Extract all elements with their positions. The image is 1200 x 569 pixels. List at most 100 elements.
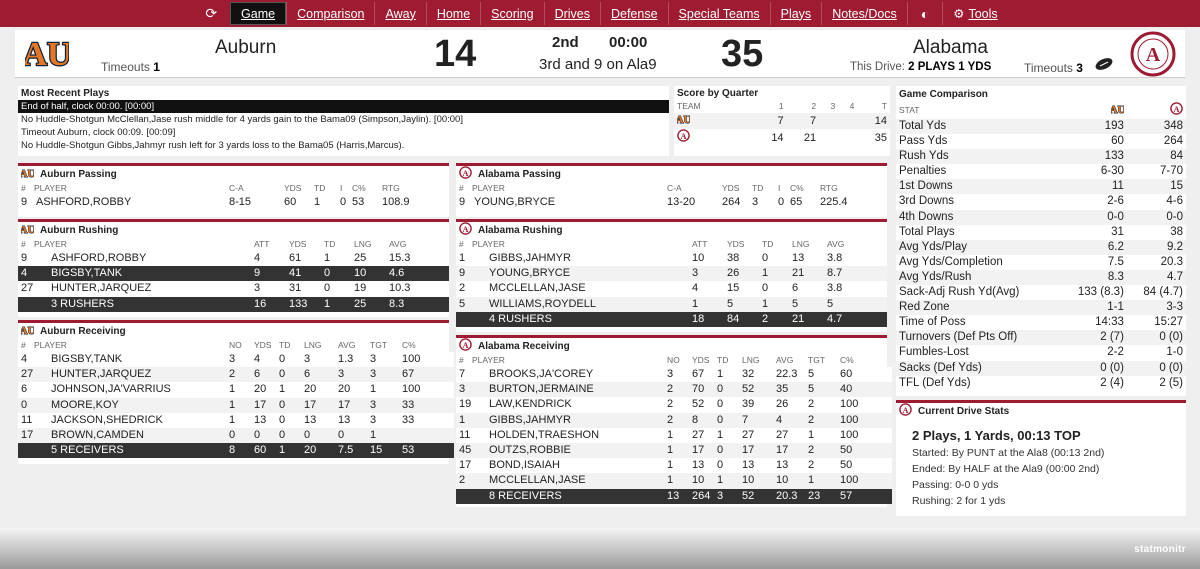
nav-drives[interactable]: Drives <box>543 2 600 25</box>
player-row[interactable]: 4 BIGSBY,TANK 3 4 0 3 1.3 3 100 <box>18 352 454 368</box>
gc-cell: Penalties <box>896 164 1060 180</box>
stat-cell: 3 <box>251 281 286 297</box>
player-name: OUTZS,ROBBIE <box>469 443 664 459</box>
nav-refresh-icon[interactable]: ⟳ <box>192 2 230 25</box>
al-receiving-title: A Alabama Receiving <box>456 338 887 354</box>
stat-header: # PLAYER ATT YDS TD LNG AVG <box>18 238 449 251</box>
player-row[interactable]: 0 MOORE,KOY 1 17 0 17 17 3 33 <box>18 397 454 413</box>
total-label: 8 RECEIVERS <box>469 488 664 504</box>
header-cell: LNG <box>742 355 760 365</box>
svg-text:AU: AU <box>677 114 690 124</box>
player-row[interactable]: 19 LAW,KENDRICK 2 52 0 39 26 2 100 <box>456 397 892 413</box>
stat-cell: 11 <box>456 427 470 444</box>
stat-cell: 5 <box>456 296 469 312</box>
total-cell: 13 <box>664 488 689 504</box>
player-row[interactable]: 2 MCCLELLAN,JASE 1 10 1 10 10 1 100 <box>456 473 892 489</box>
play-line[interactable]: Timeout Auburn, clock 00:09. [00:09] <box>21 127 176 138</box>
svg-text:A: A <box>1173 105 1179 114</box>
player-row[interactable]: 9 ASHFORD,ROBBY 8-15 60 1 0 53 108.9 <box>18 195 449 211</box>
player-row[interactable]: 7 BROOKS,JA'COREY 3 67 1 32 22.3 5 60 <box>456 367 892 383</box>
nav-label: Game <box>241 6 276 21</box>
nav-special-teams[interactable]: Special Teams <box>667 2 770 25</box>
gc-cell: Turnovers (Def Pts Off) <box>896 330 1060 346</box>
play-line[interactable]: No Huddle-Shotgun Gibbs,Jahmyr rush left… <box>21 140 405 151</box>
svg-text:A: A <box>462 225 468 234</box>
player-row[interactable]: 4 BIGSBY,TANK 9 41 0 10 4.6 <box>18 266 449 282</box>
stat-cell: 0 <box>276 412 301 429</box>
gc-row: Turnovers (Def Pts Off) 2 (7) 0 (0) <box>896 330 1186 346</box>
gc-cell: Time of Poss <box>896 315 1060 331</box>
gc-cell: 4th Downs <box>896 209 1060 225</box>
player-row[interactable]: 27 HUNTER,JARQUEZ 3 31 0 19 10.3 <box>18 281 449 297</box>
stat-cell: 1 <box>226 397 251 413</box>
gc-row: 3rd Downs 2-6 4-6 <box>896 194 1186 210</box>
player-row[interactable]: 17 BROWN,CAMDEN 0 0 0 0 0 1 <box>18 428 454 444</box>
nav-gears-icon[interactable]: ⚙ Tools <box>942 2 1007 25</box>
gc-cell: Sack-Adj Rush Yd(Avg) <box>896 285 1060 301</box>
stat-cell: 100 <box>837 427 892 444</box>
stat-cell: 60 <box>281 195 311 211</box>
nav-contrast-icon[interactable]: ◐ <box>906 2 942 25</box>
panel-title: Alabama Passing <box>478 168 561 180</box>
stat-cell: 11 <box>18 412 32 429</box>
nav-comparison[interactable]: Comparison <box>286 2 374 25</box>
svg-text:A: A <box>902 406 908 415</box>
player-row[interactable]: 6 JOHNSON,JA'VARRIUS 1 20 1 20 20 1 100 <box>18 382 454 398</box>
gc-row: Avg Yds/Rush 8.3 4.7 <box>896 269 1186 286</box>
stat-cell: 1 <box>664 458 689 474</box>
gc-cell: 133 (8.3) <box>1059 285 1127 301</box>
player-row[interactable]: 9 ASHFORD,ROBBY 4 61 1 25 15.3 <box>18 251 449 267</box>
player-row[interactable]: 27 HUNTER,JARQUEZ 2 6 0 6 3 3 67 <box>18 367 454 383</box>
stat-cell: 1 <box>759 296 789 312</box>
player-row[interactable]: 1 GIBBS,JAHMYR 10 38 0 13 3.8 <box>456 251 887 267</box>
nav-game[interactable]: Game <box>230 2 287 25</box>
nav-scoring[interactable]: Scoring <box>480 2 543 25</box>
stat-cell: 0 <box>276 367 301 383</box>
gc-cell: 2 (4) <box>1059 375 1127 391</box>
sbq-cell: 21 <box>786 129 820 148</box>
player-name: MOORE,KOY <box>31 397 226 413</box>
gc-row: Rush Yds 133 84 <box>896 149 1186 165</box>
play-line[interactable]: No Huddle-Shotgun McClellan,Jase rush mi… <box>21 114 463 125</box>
stat-cell: 0 <box>714 443 739 459</box>
drive-value: 2 PLAYS 1 YDS <box>908 61 992 73</box>
player-row[interactable]: 11 JACKSON,SHEDRICK 1 13 0 13 13 3 33 <box>18 412 454 429</box>
alabama-rushing-panel: A Alabama Rushing # PLAYER ATT YDS TD LNG AVG 1 GI… <box>456 219 887 332</box>
footer: statmonitr <box>0 528 1200 569</box>
player-row[interactable]: 5 WILLIAMS,ROYDELL 1 5 1 5 5 <box>456 296 887 312</box>
stat-cell: 1 <box>367 428 399 444</box>
stat-cell: 1 <box>689 296 724 312</box>
total-cell: 23 <box>805 488 837 504</box>
player-row[interactable]: 3 BURTON,JERMAINE 2 70 0 52 35 5 40 <box>456 382 892 398</box>
player-row[interactable]: 11 HOLDEN,TRAESHON 1 27 1 27 27 1 100 <box>456 427 892 444</box>
nav-home[interactable]: Home <box>425 2 480 25</box>
nav-defense[interactable]: Defense <box>599 2 668 25</box>
player-row[interactable]: 17 BOND,ISAIAH 1 13 0 13 13 2 50 <box>456 458 892 474</box>
stat-cell: 4 <box>689 281 724 297</box>
stat-cell: 3 <box>367 412 399 429</box>
stat-cell: 0 <box>301 428 335 444</box>
header-cell: YDS <box>254 340 272 350</box>
nav-away[interactable]: Away <box>374 2 425 25</box>
gc-row: TFL (Def Yds) 2 (4) 2 (5) <box>896 375 1186 391</box>
stat-cell: 65 <box>787 195 817 211</box>
player-row[interactable]: 9 YOUNG,BRYCE 13-20 264 3 0 65 225.4 <box>456 195 887 211</box>
player-row[interactable]: 9 YOUNG,BRYCE 3 26 1 21 8.7 <box>456 266 887 282</box>
player-name: GIBBS,JAHMYR <box>469 412 664 428</box>
nav-notes-docs[interactable]: Notes/Docs <box>821 2 907 25</box>
stat-cell: 17 <box>18 428 33 444</box>
play-line[interactable]: End of half, clock 00:00. [00:00] <box>18 100 669 113</box>
stat-cell: 60 <box>837 367 892 383</box>
total-cell: 20 <box>301 443 335 459</box>
nav-plays[interactable]: Plays <box>769 2 822 25</box>
gc-cell: 4.7 <box>1126 269 1186 286</box>
timeouts-value: 1 <box>153 60 160 74</box>
player-name: WILLIAMS,ROYDELL <box>469 296 689 312</box>
player-row[interactable]: 2 MCCLELLAN,JASE 4 15 0 6 3.8 <box>456 281 887 297</box>
total-cell: 264 <box>689 488 714 504</box>
scoreboard: AU Auburn Timeouts 1 14 2nd 00:00 3rd an… <box>15 30 1185 78</box>
alabama-logo-icon: A <box>459 166 472 182</box>
player-row[interactable]: 45 OUTZS,ROBBIE 1 17 0 17 17 2 50 <box>456 443 892 459</box>
player-row[interactable]: 1 GIBBS,JAHMYR 2 8 0 7 4 2 100 <box>456 412 892 428</box>
stat-table: # PLAYER NO YDS TD LNG AVG TGT C% 7 BROOKS,JA'CORE… <box>456 354 892 504</box>
